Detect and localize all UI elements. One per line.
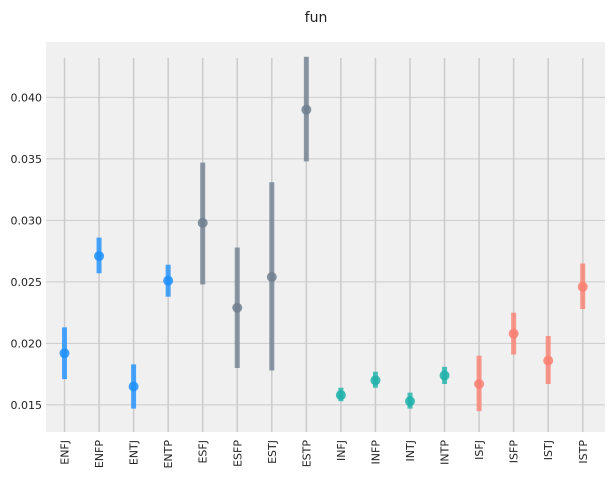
x-tick-label: ISTJ bbox=[542, 440, 555, 460]
y-tick-label: 0.025 bbox=[11, 276, 43, 289]
x-tick-label: ESFJ bbox=[197, 440, 210, 464]
x-tick-label: INTJ bbox=[404, 440, 417, 461]
point-enfj bbox=[59, 348, 70, 359]
point-istj bbox=[543, 355, 554, 366]
point-esfp bbox=[232, 302, 243, 313]
x-tick-labels: ENFJ ENFP ENTJ ENTP ESFJ ESFP ESTJ ESTP INFJ INFP… bbox=[59, 440, 590, 469]
x-tick-label: INTP bbox=[439, 440, 452, 465]
point-estj bbox=[266, 271, 277, 282]
point-intj bbox=[405, 396, 415, 407]
x-tick-label: INFJ bbox=[335, 440, 348, 461]
x-tick-label: ENFJ bbox=[59, 440, 72, 465]
plot-area bbox=[46, 42, 605, 432]
y-tick-label: 0.040 bbox=[11, 91, 43, 104]
point-esfj bbox=[197, 217, 208, 228]
chart-title: fun bbox=[305, 10, 328, 26]
x-tick-label: ESFP bbox=[231, 440, 244, 467]
point-istp bbox=[577, 281, 588, 292]
point-enfp bbox=[94, 251, 105, 262]
y-tick-label: 0.015 bbox=[11, 399, 43, 412]
point-intp bbox=[439, 370, 450, 381]
point-infj bbox=[335, 390, 346, 401]
point-isfp bbox=[508, 328, 519, 339]
y-tick-label: 0.020 bbox=[11, 337, 43, 350]
x-tick-label: ESTJ bbox=[266, 440, 279, 464]
x-tick-label: ISTP bbox=[577, 440, 590, 464]
y-tick-labels: 0.015 0.020 0.025 0.030 0.035 0.040 bbox=[11, 91, 43, 412]
x-tick-label: ISFP bbox=[508, 440, 521, 464]
x-tick-label: ENFP bbox=[93, 440, 106, 469]
x-tick-label: INFP bbox=[369, 440, 382, 465]
x-tick-label: ESTP bbox=[300, 440, 313, 468]
y-tick-label: 0.030 bbox=[11, 214, 43, 227]
x-tick-label: ISFJ bbox=[473, 440, 486, 460]
point-estp bbox=[301, 104, 312, 115]
x-tick-label: ENTP bbox=[162, 440, 175, 469]
point-entj bbox=[128, 381, 139, 392]
data-marks bbox=[59, 56, 588, 412]
y-tick-label: 0.035 bbox=[11, 153, 43, 166]
x-tick-label: ENTJ bbox=[128, 440, 141, 465]
point-infp bbox=[370, 375, 381, 386]
point-isfj bbox=[474, 379, 485, 390]
point-entp bbox=[163, 275, 174, 286]
